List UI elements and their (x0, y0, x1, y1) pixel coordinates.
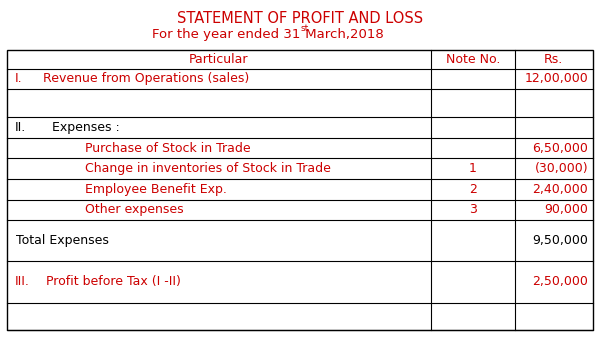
Text: Purchase of Stock in Trade: Purchase of Stock in Trade (85, 142, 251, 155)
Text: Other expenses: Other expenses (85, 203, 184, 216)
Bar (7, 50, 593, 330)
Text: Rs.: Rs. (544, 53, 563, 66)
Text: 9,50,000: 9,50,000 (532, 234, 588, 247)
Text: st: st (301, 24, 309, 33)
Text: For the year ended 31: For the year ended 31 (152, 28, 300, 41)
Text: 3: 3 (469, 203, 477, 216)
Text: Note No.: Note No. (446, 53, 500, 66)
Text: III.: III. (14, 275, 29, 288)
Text: 12,00,000: 12,00,000 (524, 72, 588, 85)
Text: I.: I. (14, 72, 22, 85)
Text: Particular: Particular (189, 53, 249, 66)
Text: 2,40,000: 2,40,000 (532, 183, 588, 196)
Text: 1: 1 (469, 162, 477, 175)
Text: (30,000): (30,000) (535, 162, 588, 175)
Text: 2,50,000: 2,50,000 (532, 275, 588, 288)
Text: Total Expenses: Total Expenses (16, 234, 109, 247)
Text: STATEMENT OF PROFIT AND LOSS: STATEMENT OF PROFIT AND LOSS (177, 11, 423, 26)
Text: 6,50,000: 6,50,000 (532, 142, 588, 155)
Text: Expenses :: Expenses : (52, 121, 120, 134)
Text: Revenue from Operations (sales): Revenue from Operations (sales) (43, 72, 250, 85)
Text: March,2018: March,2018 (301, 28, 383, 41)
Text: II.: II. (14, 121, 26, 134)
Text: Profit before Tax (I -II): Profit before Tax (I -II) (46, 275, 181, 288)
Text: 2: 2 (469, 183, 477, 196)
Text: Change in inventories of Stock in Trade: Change in inventories of Stock in Trade (85, 162, 331, 175)
Text: Employee Benefit Exp.: Employee Benefit Exp. (85, 183, 227, 196)
Text: 90,000: 90,000 (544, 203, 588, 216)
